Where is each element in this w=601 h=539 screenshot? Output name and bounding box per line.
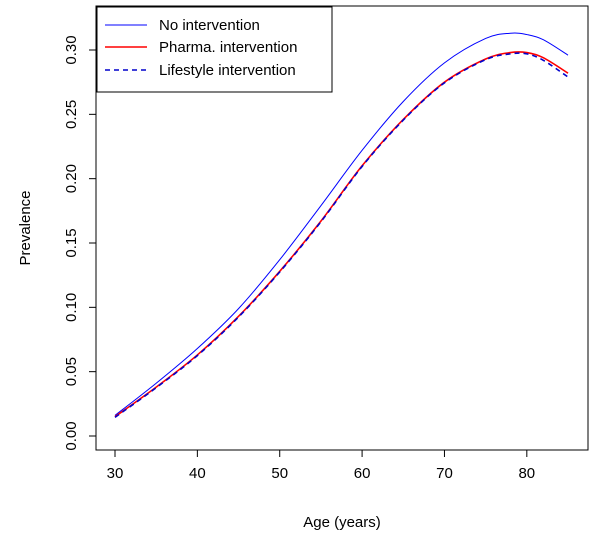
y-tick-label: 0.30 <box>63 35 80 64</box>
y-tick-label: 0.15 <box>63 228 80 257</box>
y-tick-label: 0.00 <box>63 421 80 450</box>
series-layer <box>114 32 569 418</box>
legend-label: Pharma. intervention <box>159 39 297 56</box>
legend: No intervention Pharma. intervention Lifes… <box>96 6 333 93</box>
x-tick-label: 50 <box>271 465 288 482</box>
axes: 30 40 50 60 70 80 0.00 0.05 0.10 0.15 0.20 0.25 0.30 <box>63 35 535 482</box>
y-tick-label: 0.05 <box>63 357 80 386</box>
x-tick-label: 60 <box>354 465 371 482</box>
plot-area <box>95 5 589 451</box>
legend-label: No intervention <box>159 17 260 34</box>
x-tick-label: 40 <box>189 465 206 482</box>
series-line-lifestyle-intervention <box>114 52 569 418</box>
x-tick-label: 70 <box>436 465 453 482</box>
y-tick-label: 0.10 <box>63 293 80 322</box>
series-line-no-intervention <box>114 32 569 416</box>
plot-frame <box>95 5 589 451</box>
x-tick-label: 30 <box>107 465 124 482</box>
y-axis-title: Prevalence <box>17 190 34 265</box>
legend-box <box>96 6 333 93</box>
x-tick-label: 80 <box>518 465 535 482</box>
series-line-pharma-intervention <box>114 51 569 418</box>
legend-label: Lifestyle intervention <box>159 62 296 79</box>
x-axis-title: Age (years) <box>303 514 381 531</box>
y-tick-label: 0.25 <box>63 100 80 129</box>
y-tick-label: 0.20 <box>63 164 80 193</box>
